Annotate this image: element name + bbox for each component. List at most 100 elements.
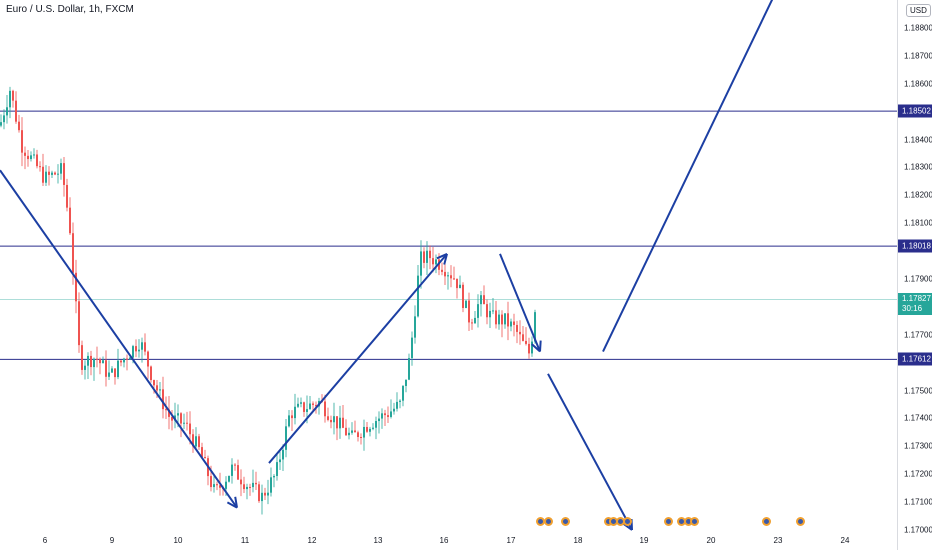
event-flag-icon[interactable] bbox=[664, 517, 673, 526]
candle-body bbox=[237, 465, 239, 480]
candle-body bbox=[432, 258, 434, 265]
candle-body bbox=[99, 359, 101, 364]
candle-body bbox=[405, 379, 407, 386]
candle-body bbox=[291, 415, 293, 419]
candle-body bbox=[372, 427, 374, 429]
candle-body bbox=[411, 337, 413, 359]
candle-body bbox=[111, 368, 113, 373]
candle-body bbox=[18, 121, 20, 131]
candle-body bbox=[294, 406, 296, 419]
candle-body bbox=[30, 155, 32, 160]
candle-body bbox=[366, 426, 368, 432]
candle-body bbox=[93, 358, 95, 368]
candle-body bbox=[495, 310, 497, 325]
candle-body bbox=[69, 207, 71, 234]
event-flag-icon[interactable] bbox=[690, 517, 699, 526]
candle-body bbox=[144, 342, 146, 352]
candle-body bbox=[327, 416, 329, 420]
candle-body bbox=[168, 409, 170, 417]
candle-body bbox=[255, 482, 257, 485]
candle-body bbox=[39, 166, 41, 168]
candle-body bbox=[198, 436, 200, 448]
candle-body bbox=[519, 331, 521, 335]
candle-body bbox=[246, 486, 248, 490]
candle-body bbox=[390, 411, 392, 417]
candle-body bbox=[288, 415, 290, 427]
candle-body bbox=[60, 163, 62, 174]
candle-body bbox=[399, 400, 401, 402]
trend-arrowhead-0 bbox=[234, 496, 238, 508]
candle-body bbox=[363, 426, 365, 438]
candle-body bbox=[330, 419, 332, 423]
price-chart[interactable] bbox=[0, 0, 897, 550]
candle-body bbox=[525, 340, 527, 344]
candle-body bbox=[165, 409, 167, 411]
candle-body bbox=[369, 428, 371, 432]
trend-arrow-2 bbox=[499, 253, 541, 352]
candle-body bbox=[114, 368, 116, 378]
trend-arrow-4 bbox=[602, 0, 774, 352]
candle-body bbox=[300, 402, 302, 404]
event-flag-icon[interactable] bbox=[796, 517, 805, 526]
candle-body bbox=[408, 358, 410, 380]
symbol-title[interactable]: Euro / U.S. Dollar, 1h, FXCM bbox=[6, 4, 134, 15]
candle-body bbox=[180, 413, 182, 424]
candle-body bbox=[42, 166, 44, 183]
candle-body bbox=[192, 434, 194, 447]
candle-body bbox=[78, 301, 80, 346]
event-flag-icon[interactable] bbox=[561, 517, 570, 526]
candle-body bbox=[507, 313, 509, 327]
candle-body bbox=[429, 250, 431, 259]
price-tick: 1.18600 bbox=[904, 79, 932, 89]
candle-body bbox=[63, 163, 65, 185]
candle-body bbox=[498, 314, 500, 325]
candle-body bbox=[189, 423, 191, 435]
candle-body bbox=[117, 360, 119, 378]
event-flag-icon[interactable] bbox=[762, 517, 771, 526]
candle-body bbox=[387, 415, 389, 417]
bar-countdown: 30:16 bbox=[902, 304, 923, 314]
candle-body bbox=[297, 403, 299, 407]
candle-body bbox=[435, 259, 437, 265]
price-tick: 1.17100 bbox=[904, 497, 932, 507]
candle-body bbox=[336, 416, 338, 429]
candle-body bbox=[477, 304, 479, 318]
time-tick: 11 bbox=[240, 536, 250, 545]
candle-body bbox=[342, 417, 344, 428]
candle-body bbox=[9, 90, 11, 108]
candle-body bbox=[315, 404, 317, 407]
candle-body bbox=[57, 173, 59, 175]
candle-body bbox=[465, 300, 467, 308]
candle-body bbox=[177, 413, 179, 416]
candle-body bbox=[264, 492, 266, 496]
candle-body bbox=[279, 459, 281, 463]
candle-body bbox=[402, 385, 404, 401]
candle-body bbox=[240, 479, 242, 485]
candle-body bbox=[243, 484, 245, 490]
currency-tag[interactable]: USD bbox=[906, 4, 931, 17]
candle-body bbox=[195, 436, 197, 447]
candle-body bbox=[234, 464, 236, 466]
candle-body bbox=[393, 408, 395, 412]
candle-body bbox=[531, 341, 533, 354]
candle-body bbox=[102, 360, 104, 364]
candle-body bbox=[249, 486, 251, 488]
candle-body bbox=[24, 152, 26, 156]
candle-body bbox=[354, 430, 356, 433]
candle-body bbox=[156, 385, 158, 391]
candle-body bbox=[423, 251, 425, 263]
price-axis[interactable] bbox=[897, 0, 932, 550]
candle-body bbox=[285, 426, 287, 450]
current-price-value: 1.17827 bbox=[902, 294, 931, 304]
candle-body bbox=[72, 233, 74, 273]
candle-body bbox=[129, 357, 131, 360]
candle-body bbox=[528, 343, 530, 354]
candle-body bbox=[462, 284, 464, 308]
price-tick: 1.17200 bbox=[904, 469, 932, 479]
time-tick: 9 bbox=[109, 536, 115, 545]
candle-body bbox=[90, 355, 92, 368]
time-tick: 13 bbox=[373, 536, 383, 545]
event-flag-icon[interactable] bbox=[623, 517, 632, 526]
event-flag-icon[interactable] bbox=[544, 517, 553, 526]
